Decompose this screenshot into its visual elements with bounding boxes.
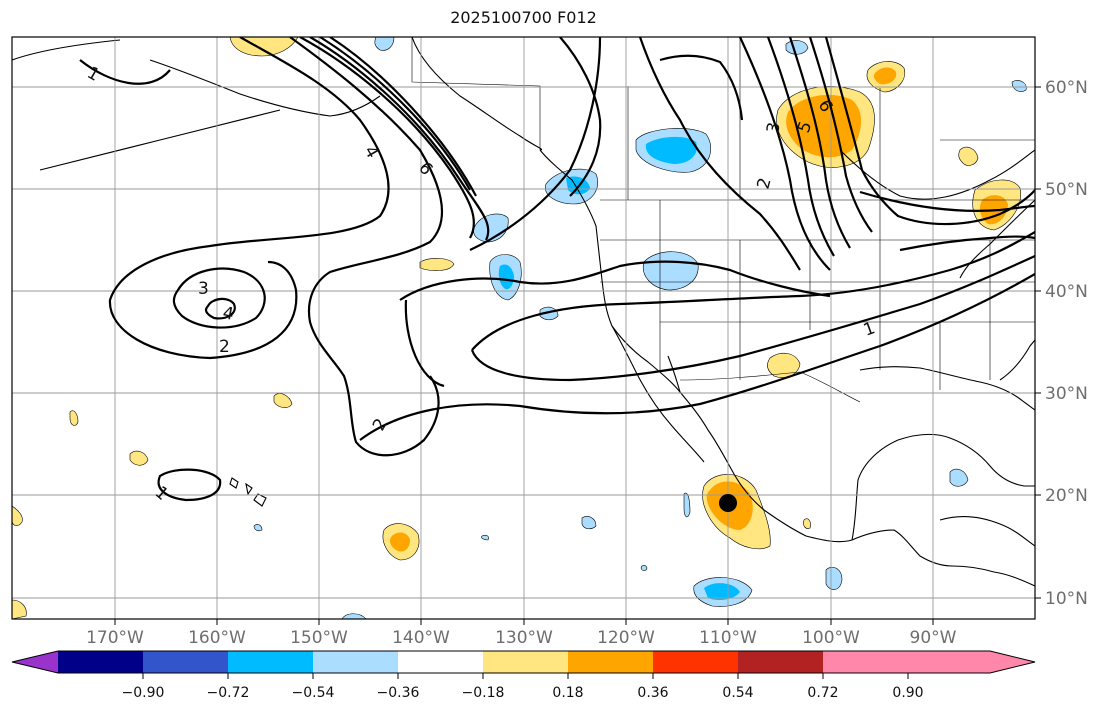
contour-label: 2 [219,337,230,357]
coastline-layer [12,37,1035,587]
colorbar-label: −0.18 [462,685,505,701]
lon-label: 140°W [392,628,450,648]
lat-label: 60°N [1045,78,1088,98]
colorbar-bin [823,651,908,673]
contour-label: 4 [221,303,235,325]
colorbar-label: 0.54 [722,685,753,701]
contour-label: 3 [198,279,209,299]
storm-center-marker [719,494,737,512]
lat-label: 10°N [1045,589,1088,609]
colorbar-bin [568,651,653,673]
colorbar-bin [143,651,228,673]
lat-label: 30°N [1045,384,1088,404]
lat-label: 50°N [1045,180,1088,200]
lon-label: 130°W [495,628,553,648]
colorbar-bin [228,651,313,673]
lon-label: 110°W [699,628,757,648]
map-area [12,37,1035,619]
colorbar-bin [483,651,568,673]
colorbar-bin [653,651,738,673]
colorbar-bin [738,651,823,673]
colorbar-bin [313,651,398,673]
contour-layer [79,37,1035,502]
colorbar-label: −0.36 [377,685,420,701]
colorbar-label: 0.72 [807,685,838,701]
lon-label: 170°W [86,628,144,648]
colorbar-label: −0.72 [207,685,250,701]
lon-label: 120°W [597,628,655,648]
lon-label: 90°W [910,628,957,648]
border-layer [411,37,1035,403]
lon-label: 150°W [290,628,348,648]
colorbar-label: 0.36 [637,685,668,701]
colorbar-bin [398,651,483,673]
colorbar: −0.90 −0.72 −0.54 −0.36 −0.18 0.18 0.36 … [11,650,1036,701]
map-title: 2025100700 F012 [450,8,597,27]
colorbar-label: −0.54 [292,685,335,701]
lon-label: 160°W [188,628,246,648]
lat-label: 40°N [1045,282,1088,302]
lat-label: 20°N [1045,486,1088,506]
colorbar-bin [58,651,143,673]
colorbar-label: −0.90 [122,685,165,701]
lon-label: 100°W [802,628,860,648]
contour-label: 2 [754,176,776,192]
latitude-labels: 60°N 50°N 40°N 30°N 20°N 10°N [1045,78,1088,609]
colorbar-extend-low [12,651,58,673]
axis-ticks [114,86,1041,625]
contour-label: 3 [763,121,785,135]
longitude-labels: 170°W 160°W 150°W 140°W 130°W 120°W 110°… [86,628,957,648]
colorbar-label: 0.18 [552,685,583,701]
colorbar-label: 0.90 [892,685,923,701]
colorbar-extend-high [908,651,1035,673]
